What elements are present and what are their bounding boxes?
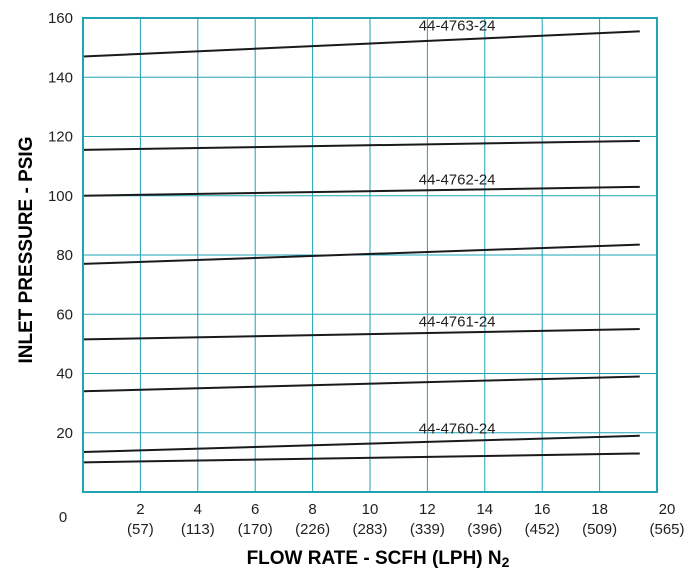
x-tick-label: 2: [136, 501, 144, 518]
x-tick-label: 10: [362, 501, 379, 518]
series-line-5: [82, 243, 640, 265]
x-tick-sublabel: (509): [582, 521, 617, 538]
y-tick-label: 120: [48, 129, 73, 146]
x-axis-ticks: 0 2 (57) 4 (113) 6 (170) 8 (226) 10 (283) 12 (339) 14…: [59, 501, 685, 538]
x-tick-sublabel: (113): [181, 521, 215, 538]
y-tick-label: 160: [48, 10, 73, 27]
y-axis-ticks: 20 40 60 80 100 120 140 160: [48, 10, 73, 442]
y-tick-label: 140: [48, 69, 73, 86]
series-annotation: 44-4762-24: [419, 171, 496, 188]
series-annotation: 44-4761-24: [419, 314, 496, 331]
x-tick-sublabel: (283): [352, 521, 387, 538]
chart-series-lines: [82, 30, 640, 464]
x-tick-sublabel: (57): [127, 521, 154, 538]
y-tick-label: 100: [48, 188, 73, 205]
chart-grid: [83, 18, 657, 492]
x-tick-label: 20: [659, 501, 676, 518]
x-tick-sublabel: (452): [525, 521, 560, 538]
series-line-2: [82, 434, 640, 454]
x-tick-label: 4: [194, 501, 202, 518]
x-tick-label: 8: [308, 501, 316, 518]
x-tick-label: 18: [591, 501, 608, 518]
series-line-8: [82, 30, 640, 58]
series-annotation: 44-4760-24: [419, 420, 496, 437]
x-tick-sublabel: (339): [410, 521, 445, 538]
series-line-4: [82, 328, 640, 341]
x-axis-title: FLOW RATE - SCFH (LPH) N2: [247, 548, 510, 570]
y-axis-title: INLET PRESSURE - PSIG: [16, 137, 37, 364]
x-tick-label: 16: [534, 501, 551, 518]
y-tick-label: 60: [56, 306, 73, 323]
series-line-1: [82, 452, 640, 464]
x-tick-label: 12: [419, 501, 436, 518]
series-line-6: [82, 185, 640, 197]
y-tick-label: 80: [56, 247, 73, 264]
x-tick-sublabel: (396): [467, 521, 502, 538]
y-tick-label: 20: [56, 425, 73, 442]
y-tick-label: 40: [56, 366, 73, 383]
x-tick-label: 14: [476, 501, 493, 518]
series-annotation: 44-4763-24: [419, 17, 496, 34]
plot-area-frame: [82, 17, 658, 493]
series-line-3: [82, 375, 640, 393]
series-line-7: [82, 139, 640, 151]
x-tick-sublabel: (170): [238, 521, 273, 538]
x-tick-sublabel: (565): [649, 521, 684, 538]
x-tick-sublabel: (226): [295, 521, 330, 538]
x-tick-label: 6: [251, 501, 259, 518]
series-annotations: 44-4763-24 44-4762-24 44-4761-24 44-4760-24: [419, 17, 496, 437]
x-tick-label: 0: [59, 509, 67, 526]
